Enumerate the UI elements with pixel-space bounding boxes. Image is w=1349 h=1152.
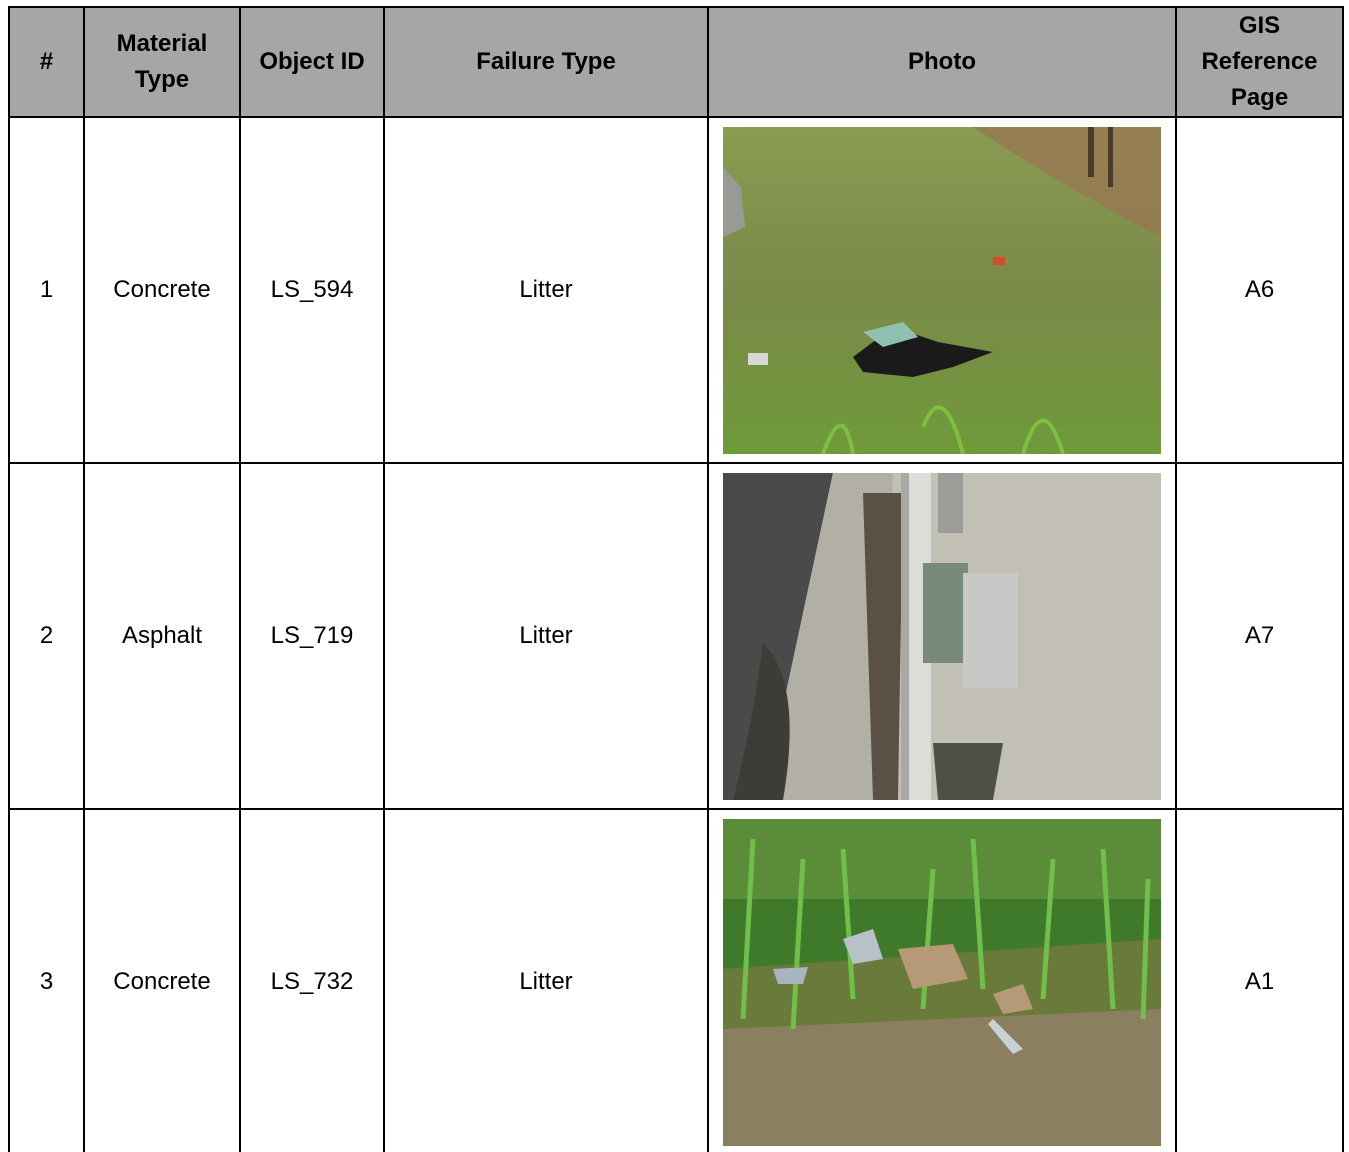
photo — [723, 472, 1161, 800]
photo-cell — [707, 462, 1177, 810]
table-cell: LS_594 — [239, 116, 385, 464]
table-cell: Litter — [383, 116, 709, 464]
table-cell: 3 — [8, 808, 85, 1152]
table-cell: 2 — [8, 462, 85, 810]
header-cell: Object ID — [239, 6, 385, 118]
photo-cell — [707, 808, 1177, 1152]
header-cell: Photo — [707, 6, 1177, 118]
table-cell: A1 — [1175, 808, 1344, 1152]
table-row: 2 Asphalt LS_719 Litter A7 — [8, 462, 1344, 810]
table-cell: 1 — [8, 116, 85, 464]
table-cell: A7 — [1175, 462, 1344, 810]
table-cell: Asphalt — [83, 462, 241, 810]
inspection-table: # Material Type Object ID Failure Type P… — [8, 6, 1344, 1152]
header-cell: GIS Reference Page — [1175, 6, 1344, 118]
header-cell: Material Type — [83, 6, 241, 118]
table-cell: Concrete — [83, 808, 241, 1152]
header-row: # Material Type Object ID Failure Type P… — [8, 6, 1344, 118]
header-cell: # — [8, 6, 85, 118]
header-cell: Failure Type — [383, 6, 709, 118]
photo — [723, 818, 1161, 1146]
table-cell: Litter — [383, 808, 709, 1152]
photo-cell — [707, 116, 1177, 464]
table-cell: A6 — [1175, 116, 1344, 464]
table-row: 1 Concrete LS_594 Litter A6 — [8, 116, 1344, 464]
photo — [723, 126, 1161, 454]
table-cell: Concrete — [83, 116, 241, 464]
table-cell: LS_719 — [239, 462, 385, 810]
table-cell: Litter — [383, 462, 709, 810]
table-body: 1 Concrete LS_594 Litter A6 2 Asphalt LS_719 Li… — [8, 116, 1344, 1152]
table-cell: LS_732 — [239, 808, 385, 1152]
table-row: 3 Concrete LS_732 Litter A1 — [8, 808, 1344, 1152]
